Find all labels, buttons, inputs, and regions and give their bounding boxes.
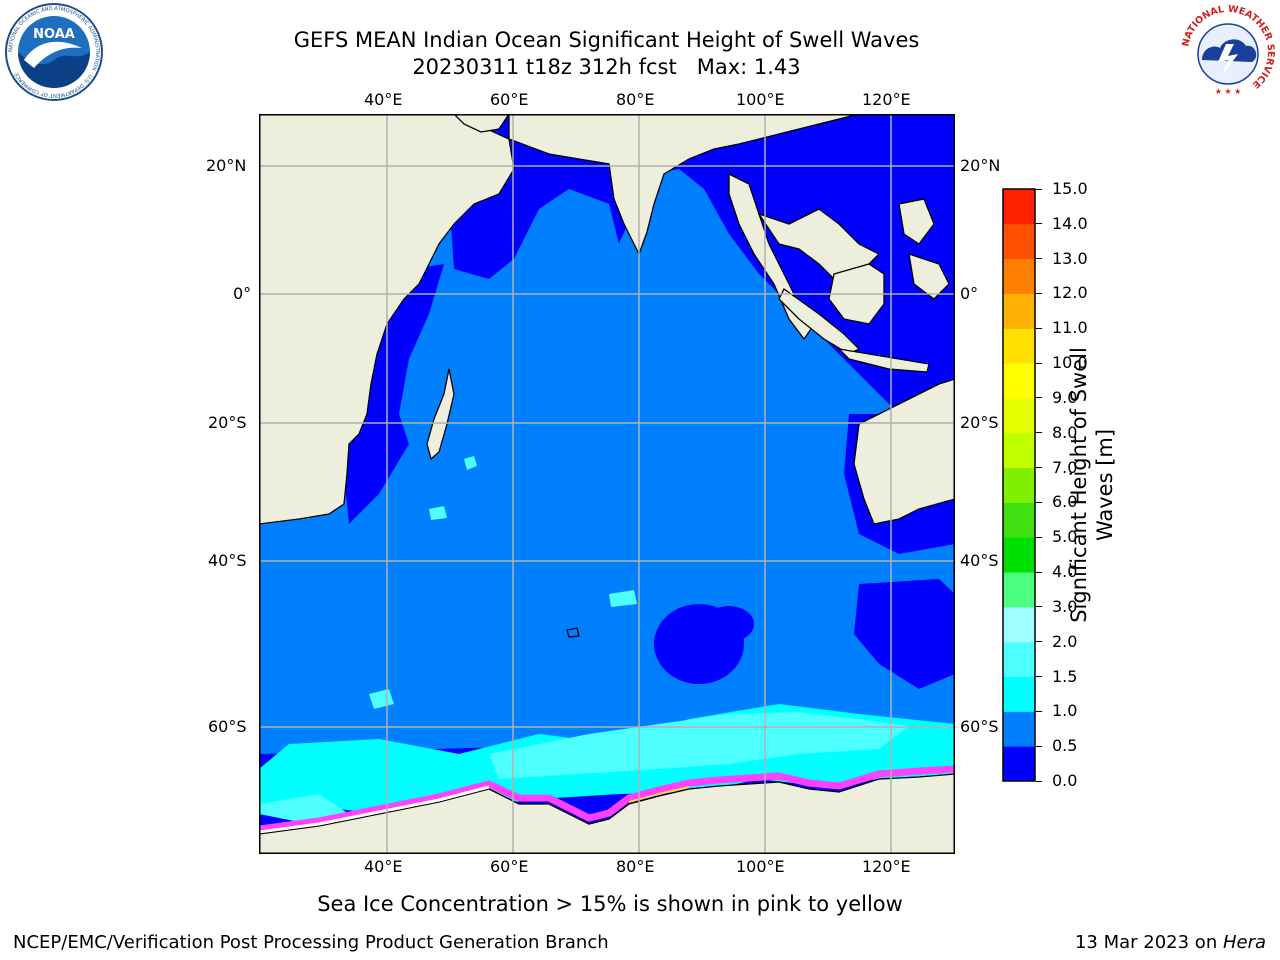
lat-tick-left-40s: 40°S	[208, 551, 247, 570]
colorbar-swatch	[1003, 223, 1035, 260]
colorbar-tick	[1036, 780, 1042, 782]
colorbar-level-label: 10.0	[1052, 353, 1088, 373]
noaa-logo: NATIONAL OCEANIC AND ATMOSPHERIC ADMINIS…	[5, 3, 103, 101]
colorbar-swatch	[1003, 746, 1035, 782]
colorbar-tick	[1036, 467, 1042, 469]
colorbar-swatch	[1003, 502, 1035, 538]
colorbar-tick	[1036, 641, 1042, 643]
colorbar-swatch	[1003, 641, 1035, 678]
colorbar-title-line1: Significant Height of Swell	[1067, 347, 1091, 623]
colorbar-swatch	[1003, 467, 1035, 503]
map-frame	[259, 114, 955, 854]
colorbar-swatch	[1003, 328, 1035, 364]
colorbar-tick	[1036, 432, 1042, 434]
colorbar-level-label: 6.0	[1052, 492, 1078, 512]
lon-tick-top-40e: 40°E	[364, 90, 403, 109]
colorbar-swatch	[1003, 432, 1035, 469]
colorbar-tick	[1036, 362, 1042, 364]
colorbar-tick	[1036, 606, 1042, 608]
lat-tick-left-20s: 20°S	[208, 413, 247, 432]
lat-tick-left-0: 0°	[233, 284, 252, 303]
footer-date-text: 13 Mar 2023 on	[1074, 932, 1223, 953]
colorbar-swatch	[1003, 711, 1035, 747]
colorbar-level-label: 4.0	[1052, 562, 1078, 582]
colorbar-level-label: 3.0	[1052, 596, 1078, 616]
lat-tick-right-20n: 20°N	[960, 156, 1001, 175]
colorbar-swatch	[1003, 606, 1035, 643]
colorbar-level-label: 15.0	[1052, 179, 1088, 198]
lon-tick-bottom-60e: 60°E	[490, 857, 529, 876]
colorbar-tick	[1036, 501, 1042, 503]
map-gridlines	[259, 114, 955, 854]
colorbar	[1002, 188, 1036, 782]
nws-logo: NATIONAL WEATHER SERVICE ★ ★ ★	[1180, 4, 1276, 100]
colorbar-title-line2: Waves [m]	[1093, 428, 1117, 542]
colorbar-level-label: 8.0	[1052, 422, 1078, 442]
noaa-logo-text: NOAA	[33, 27, 75, 42]
colorbar-tick	[1036, 223, 1042, 225]
colorbar-level-label: 12.0	[1052, 283, 1088, 303]
colorbar-level-label: 1.5	[1052, 666, 1078, 686]
svg-text:★ ★ ★: ★ ★ ★	[1215, 87, 1242, 96]
lat-tick-right-40s: 40°S	[960, 551, 999, 570]
lat-tick-left-60s: 60°S	[208, 717, 247, 736]
colorbar-tick	[1036, 258, 1042, 260]
colorbar-level-label: 13.0	[1052, 248, 1088, 268]
lon-tick-top-80e: 80°E	[616, 90, 655, 109]
lon-tick-bottom-120e: 120°E	[862, 857, 911, 876]
colorbar-level-label: 5.0	[1052, 527, 1078, 547]
lon-tick-top-100e: 100°E	[736, 90, 785, 109]
lon-tick-bottom-40e: 40°E	[364, 857, 403, 876]
colorbar-tick	[1036, 397, 1042, 399]
colorbar-tick	[1036, 571, 1042, 573]
colorbar-level-label: 0.5	[1052, 736, 1078, 756]
high-swell-band	[259, 456, 955, 824]
lat-tick-right-20s: 20°S	[960, 413, 999, 432]
sea-ice-caption: Sea Ice Concentration > 15% is shown in …	[317, 892, 903, 916]
colorbar-level-label: 1.0	[1052, 701, 1078, 721]
lat-tick-right-0: 0°	[960, 284, 979, 303]
colorbar-level-label: 9.0	[1052, 387, 1078, 407]
footer-branch: NCEP/EMC/Verification Post Processing Pr…	[13, 932, 609, 953]
colorbar-tick	[1036, 292, 1042, 294]
colorbar-swatch	[1003, 676, 1035, 712]
lon-tick-bottom-80e: 80°E	[616, 857, 655, 876]
map-title: GEFS MEAN Indian Ocean Significant Heigh…	[293, 28, 920, 52]
lat-tick-right-60s: 60°S	[960, 717, 999, 736]
colorbar-swatch	[1003, 397, 1035, 434]
colorbar-level-label: 14.0	[1052, 213, 1088, 233]
lat-tick-left-20n: 20°N	[206, 156, 247, 175]
colorbar-tick	[1036, 536, 1042, 538]
colorbar-level-label: 0.0	[1052, 771, 1078, 790]
colorbar-swatch	[1003, 258, 1035, 294]
lon-tick-top-60e: 60°E	[490, 90, 529, 109]
colorbar-swatch	[1003, 293, 1035, 329]
footer-host: Hera	[1222, 932, 1266, 953]
colorbar-swatch	[1003, 537, 1035, 573]
lon-tick-bottom-100e: 100°E	[736, 857, 785, 876]
colorbar-tick	[1036, 745, 1042, 747]
colorbar-tick	[1036, 710, 1042, 712]
colorbar-level-label: 11.0	[1052, 318, 1088, 338]
colorbar-swatch	[1003, 189, 1035, 225]
colorbar-tick	[1036, 327, 1042, 329]
colorbar-level-label: 7.0	[1052, 457, 1078, 477]
swell-wave-map	[259, 114, 955, 854]
colorbar-swatch	[1003, 363, 1035, 399]
map-subtitle: 20230311 t18z 312h fcst Max: 1.43	[412, 55, 801, 79]
lon-tick-top-120e: 120°E	[862, 90, 911, 109]
colorbar-swatch	[1003, 572, 1035, 608]
colorbar-tick	[1036, 676, 1042, 678]
footer-date: 13 Mar 2023 on Hera	[1075, 932, 1266, 954]
colorbar-level-label: 2.0	[1052, 631, 1078, 651]
colorbar-tick	[1036, 188, 1042, 190]
